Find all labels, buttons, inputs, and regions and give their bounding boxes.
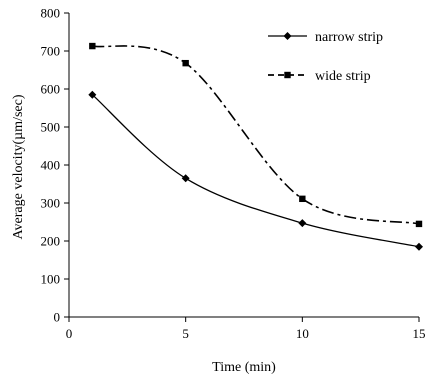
series-layer (88, 42, 423, 251)
y-tick-label: 100 (41, 272, 61, 287)
y-tick-label: 0 (54, 310, 61, 325)
y-tick-label: 300 (41, 196, 61, 211)
y-tick-label: 400 (41, 158, 61, 173)
x-tick-label: 5 (182, 326, 189, 341)
legend: narrow strip wide strip (268, 30, 383, 84)
data-point-narrow-strip (181, 174, 190, 183)
x-tick-label: 0 (66, 326, 73, 341)
data-point-narrow-strip (415, 242, 423, 251)
series-line-narrow-strip (91, 94, 420, 248)
data-point-wide-strip (299, 195, 306, 203)
x-tick-label: 15 (413, 326, 426, 341)
y-tick-label: 800 (41, 6, 61, 21)
y-tick-label: 500 (41, 120, 61, 135)
legend-label-wide-strip: wide strip (315, 69, 371, 84)
legend-item-wide-strip: wide strip (268, 69, 371, 84)
y-tick-label: 700 (41, 44, 61, 59)
legend-label-narrow-strip: narrow strip (315, 30, 383, 45)
y-axis-label: Average velocity(µm/sec) (11, 94, 26, 239)
y-ticks: 0 100 200 300 400 500 600 700 800 (41, 6, 69, 325)
data-point-wide-strip (89, 42, 96, 50)
data-point-wide-strip (415, 220, 423, 228)
legend-marker-wide-strip (284, 71, 291, 79)
x-axis-label: Time (min) (212, 360, 276, 375)
x-ticks: 0 5 10 15 (66, 317, 426, 341)
y-tick-label: 200 (41, 234, 61, 249)
series-narrow-strip (88, 90, 423, 251)
series-wide-strip (89, 42, 423, 228)
legend-marker-narrow-strip (283, 32, 292, 40)
x-tick-label: 10 (296, 326, 309, 341)
legend-marker-shape (284, 71, 291, 79)
legend-marker-shape (283, 32, 292, 40)
data-point-narrow-strip (88, 90, 97, 99)
data-point-narrow-strip (298, 219, 307, 228)
data-point-wide-strip (182, 59, 189, 67)
y-tick-label: 600 (41, 82, 61, 97)
series-line-wide-strip (92, 45, 420, 225)
legend-item-narrow-strip: narrow strip (268, 30, 383, 45)
axes-layer (68, 13, 419, 318)
